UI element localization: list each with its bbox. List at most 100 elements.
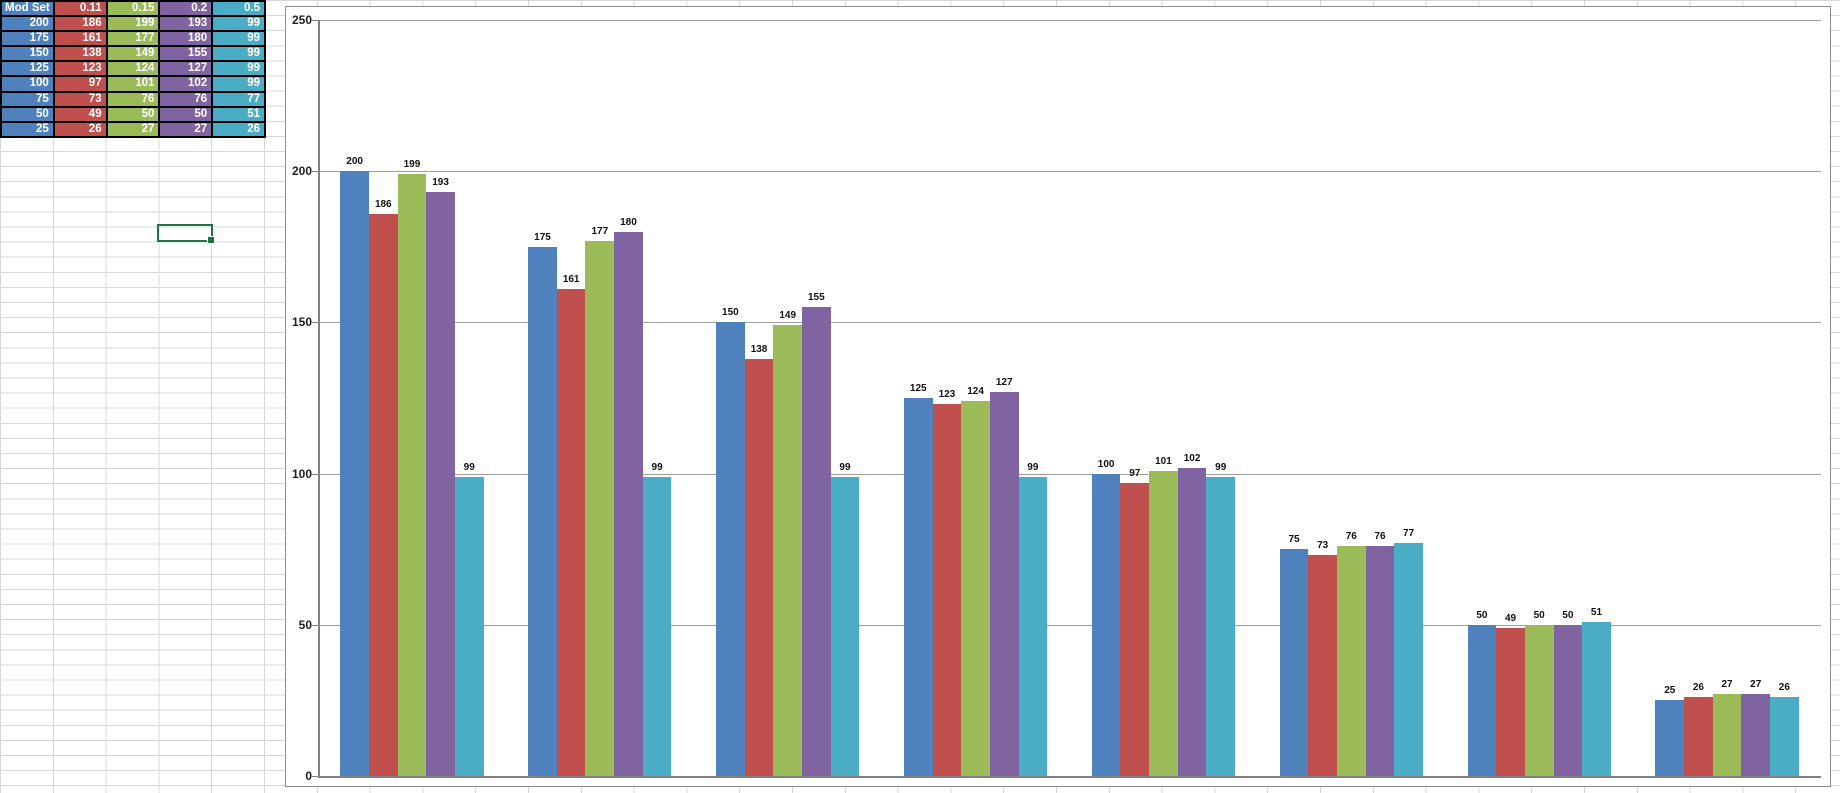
table-cell[interactable]: 99: [212, 61, 265, 77]
table-cell[interactable]: 99: [212, 76, 265, 92]
bar[interactable]: [1365, 546, 1395, 776]
table-cell[interactable]: 77: [212, 91, 265, 107]
table-header-cell[interactable]: Mod Set: [1, 1, 54, 17]
table-cell[interactable]: 76: [159, 91, 213, 107]
table-header-cell[interactable]: 0.5: [212, 1, 265, 17]
fill-handle-icon[interactable]: [207, 236, 215, 244]
data-label: 73: [1317, 540, 1329, 552]
table-cell[interactable]: 75: [1, 91, 54, 107]
bar[interactable]: [1684, 697, 1713, 776]
table-cell[interactable]: 51: [212, 106, 265, 122]
table-cell[interactable]: 199: [106, 16, 160, 32]
bar[interactable]: [1770, 697, 1799, 776]
bar[interactable]: [426, 192, 455, 776]
data-label: 161: [562, 274, 580, 286]
bar[interactable]: [830, 476, 860, 776]
table-cell[interactable]: 76: [106, 91, 160, 107]
bar[interactable]: [368, 213, 398, 776]
bar[interactable]: [1467, 624, 1497, 776]
table-cell[interactable]: 99: [212, 16, 265, 32]
y-axis-tick: [312, 322, 318, 324]
bar[interactable]: [585, 240, 615, 776]
table-cell[interactable]: 177: [106, 31, 160, 47]
table-header-cell[interactable]: 0.11: [53, 1, 107, 17]
y-axis-tick: [312, 473, 318, 475]
bar[interactable]: [1336, 546, 1366, 776]
bar[interactable]: [1394, 543, 1423, 776]
bar[interactable]: [1279, 549, 1309, 776]
bar[interactable]: [1655, 700, 1685, 776]
table-cell[interactable]: 193: [159, 16, 213, 32]
table-cell[interactable]: 26: [53, 121, 107, 137]
table-cell[interactable]: 25: [1, 121, 54, 137]
table-cell[interactable]: 138: [53, 46, 107, 62]
bar[interactable]: [614, 231, 643, 776]
table-cell[interactable]: 175: [1, 31, 54, 47]
bar[interactable]: [397, 174, 427, 776]
table-cell[interactable]: 27: [106, 121, 160, 137]
table-cell[interactable]: 49: [53, 106, 107, 122]
y-gridline: [318, 473, 1821, 475]
data-label: 99: [839, 461, 851, 473]
bar[interactable]: [1177, 467, 1207, 776]
bar[interactable]: [642, 476, 672, 776]
table-cell[interactable]: 102: [159, 76, 213, 92]
table-cell[interactable]: 161: [53, 31, 107, 47]
bar-chart[interactable]: 0 50 100 150 200 250 200 175 150 125 100 75 50 25 186 1…: [285, 6, 1831, 787]
bar[interactable]: [1091, 473, 1121, 776]
data-label: 101: [1155, 455, 1172, 467]
bar[interactable]: [716, 322, 745, 776]
selected-cell[interactable]: [157, 224, 215, 244]
bar[interactable]: [932, 404, 962, 776]
table-cell[interactable]: 99: [212, 46, 265, 62]
table-cell[interactable]: 50: [1, 106, 54, 122]
table-cell[interactable]: 50: [106, 106, 160, 122]
table-cell[interactable]: 124: [106, 61, 160, 77]
table-cell[interactable]: 73: [53, 91, 107, 107]
table-cell[interactable]: 149: [106, 46, 160, 62]
bar[interactable]: [903, 398, 933, 776]
table-cell[interactable]: 50: [159, 106, 213, 122]
bar[interactable]: [1496, 627, 1525, 776]
table-cell[interactable]: 27: [159, 121, 213, 137]
bar[interactable]: [1149, 470, 1178, 776]
bar[interactable]: [802, 307, 831, 776]
table-cell[interactable]: 125: [1, 61, 54, 77]
bar[interactable]: [454, 476, 484, 776]
table-cell[interactable]: 186: [53, 16, 107, 32]
table-cell[interactable]: 100: [1, 76, 54, 92]
table-cell[interactable]: 26: [212, 121, 265, 137]
bar[interactable]: [961, 401, 990, 776]
table-cell[interactable]: 155: [159, 46, 213, 62]
table-cell[interactable]: 99: [212, 31, 265, 47]
bar[interactable]: [1206, 476, 1236, 776]
y-gridline: [318, 20, 1821, 21]
bar[interactable]: [1553, 624, 1583, 776]
bar[interactable]: [1712, 694, 1742, 776]
y-axis-label: 0: [305, 769, 312, 783]
table-cell[interactable]: 123: [53, 61, 107, 77]
y-axis-tick: [312, 624, 318, 626]
bar[interactable]: [744, 358, 774, 776]
table-cell[interactable]: 127: [159, 61, 213, 77]
bar[interactable]: [340, 171, 369, 776]
bar[interactable]: [1120, 482, 1150, 776]
table-header-cell[interactable]: 0.15: [106, 1, 160, 17]
table-cell[interactable]: 101: [106, 76, 160, 92]
y-axis-label: 50: [298, 617, 312, 632]
table-cell[interactable]: 97: [53, 76, 107, 92]
bar[interactable]: [556, 289, 586, 776]
bar[interactable]: [1582, 621, 1611, 776]
bar[interactable]: [773, 325, 802, 776]
table-cell[interactable]: 180: [159, 31, 213, 47]
bar[interactable]: [1308, 555, 1337, 776]
bar[interactable]: [528, 246, 557, 776]
bar[interactable]: [989, 391, 1019, 776]
table-cell[interactable]: 150: [1, 46, 54, 62]
bar[interactable]: [1524, 624, 1554, 776]
table-header-cell[interactable]: 0.2: [159, 1, 213, 17]
table-cell[interactable]: 200: [1, 16, 54, 32]
data-label: 149: [779, 310, 797, 322]
bar[interactable]: [1018, 476, 1048, 776]
bar[interactable]: [1741, 694, 1771, 776]
